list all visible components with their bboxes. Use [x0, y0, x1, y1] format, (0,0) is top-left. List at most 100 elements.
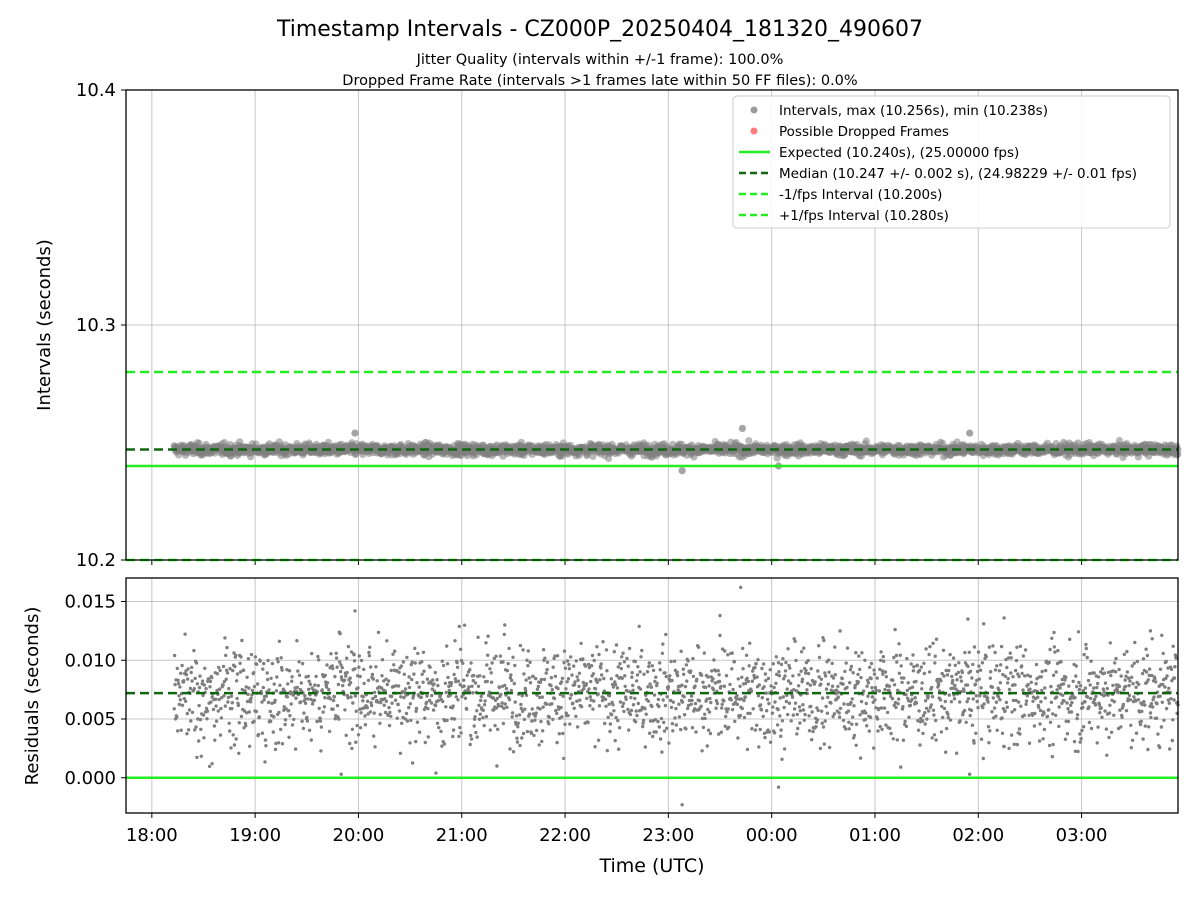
residual-point — [445, 718, 449, 722]
residual-point — [641, 721, 645, 725]
residual-point — [1085, 695, 1090, 699]
residual-point — [345, 670, 349, 675]
residual-point — [930, 695, 935, 699]
residual-point — [486, 634, 490, 638]
residual-point — [637, 624, 641, 628]
residual-point — [375, 679, 379, 683]
residual-point — [1061, 693, 1065, 697]
residual-point — [859, 675, 863, 680]
residual-point — [353, 667, 357, 671]
residual-point — [822, 742, 826, 746]
residual-point — [778, 714, 782, 718]
residual-point — [1123, 678, 1127, 682]
residual-point — [404, 711, 409, 716]
residual-point — [516, 725, 520, 729]
residual-point — [682, 695, 686, 699]
residual-point — [216, 709, 220, 713]
residual-point — [981, 756, 985, 761]
residual-point — [827, 658, 831, 662]
residual-point — [958, 719, 962, 723]
residual-point — [328, 697, 333, 701]
residual-point — [1034, 662, 1039, 667]
residual-point — [747, 664, 751, 668]
residual-point — [682, 713, 687, 717]
residual-point — [1073, 696, 1077, 700]
residual-point — [1074, 664, 1079, 668]
residual-point — [178, 698, 182, 702]
residual-point — [892, 683, 897, 687]
residual-point — [965, 700, 969, 704]
residual-point — [455, 660, 459, 665]
residual-point — [278, 683, 282, 687]
residual-point — [325, 663, 329, 667]
residual-point — [877, 689, 882, 693]
residual-point — [1038, 722, 1042, 726]
residual-point — [1065, 732, 1070, 736]
residual-point — [1076, 749, 1080, 754]
residual-point — [426, 706, 430, 711]
residual-point — [856, 680, 861, 684]
residual-point — [1037, 739, 1042, 743]
residual-point — [904, 724, 909, 729]
residual-point — [1044, 668, 1048, 673]
residual-point — [754, 662, 758, 666]
residual-point — [445, 644, 449, 648]
residual-point — [937, 683, 941, 687]
residual-point — [440, 659, 444, 663]
residual-point — [807, 729, 812, 733]
residual-point — [1018, 644, 1023, 648]
residual-point — [371, 677, 375, 681]
residual-point — [807, 714, 811, 718]
residual-point — [577, 671, 582, 675]
residual-point — [309, 738, 313, 742]
residual-point — [728, 682, 732, 687]
residual-point — [944, 750, 948, 754]
residual-point — [748, 711, 752, 716]
residual-point — [358, 726, 363, 730]
residual-point — [773, 700, 777, 704]
residual-point — [699, 673, 704, 677]
residual-point — [455, 665, 460, 669]
residual-point — [988, 676, 992, 680]
residual-point — [1056, 648, 1060, 653]
residual-point — [523, 707, 527, 711]
residual-point — [1139, 719, 1144, 723]
residual-point — [1066, 719, 1071, 724]
chart-subtitle-1: Jitter Quality (intervals within +/-1 fr… — [416, 52, 784, 68]
residual-point — [657, 725, 661, 729]
residual-point — [626, 664, 630, 668]
residual-point — [986, 700, 990, 704]
residual-point — [513, 700, 517, 704]
residual-point — [948, 718, 953, 722]
residual-point — [1077, 687, 1082, 692]
residual-point — [730, 707, 735, 712]
residual-point — [287, 735, 291, 739]
residual-point — [361, 699, 365, 703]
residual-point — [522, 717, 527, 722]
residual-point — [909, 662, 913, 666]
residual-point — [246, 657, 251, 661]
residual-point — [332, 695, 337, 699]
residual-point — [1149, 702, 1154, 706]
residual-point — [642, 672, 646, 676]
residual-point — [865, 724, 869, 728]
residual-point — [529, 731, 534, 735]
residual-point — [261, 667, 265, 671]
residual-point — [951, 678, 955, 683]
residual-point — [701, 725, 706, 730]
residual-point — [772, 731, 777, 735]
residual-point — [1127, 676, 1131, 680]
residual-point — [755, 675, 759, 679]
residual-point — [575, 699, 579, 703]
residual-point — [413, 646, 417, 651]
residual-point — [397, 670, 401, 674]
residual-point — [1128, 698, 1133, 702]
residual-point — [1089, 726, 1094, 731]
residual-point — [993, 668, 998, 672]
residual-point — [923, 711, 927, 715]
residual-point — [781, 657, 785, 661]
residual-point — [1154, 680, 1158, 684]
residual-point — [179, 671, 183, 675]
residual-point — [910, 697, 914, 701]
residual-point — [412, 672, 416, 676]
